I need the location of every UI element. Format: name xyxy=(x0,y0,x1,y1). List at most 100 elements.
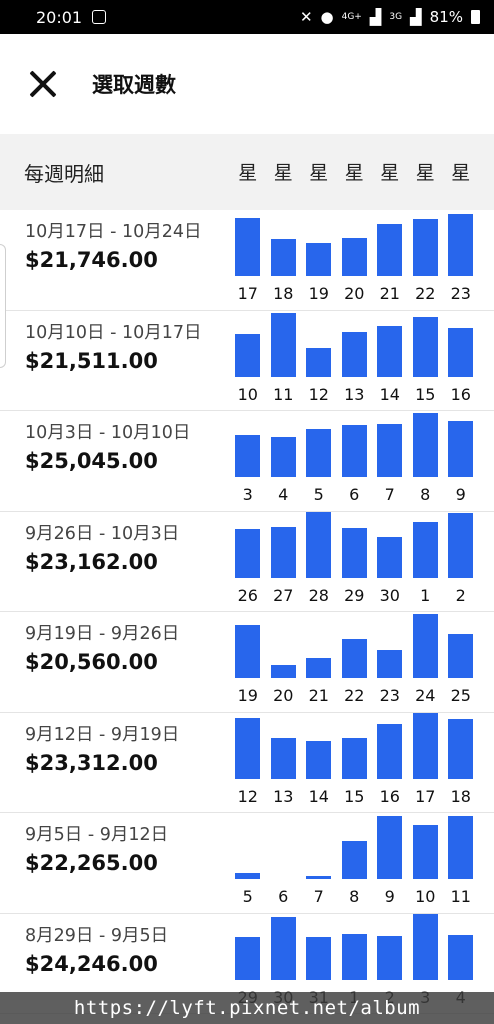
week-bar-chart xyxy=(230,913,479,984)
day-header: 星 xyxy=(415,162,435,184)
week-bar-chart xyxy=(230,813,479,883)
chart-bar xyxy=(377,223,402,276)
side-scroll-handle[interactable] xyxy=(0,244,6,368)
chart-bar xyxy=(448,815,473,879)
day-label: 16 xyxy=(450,384,471,404)
chart-bar xyxy=(306,875,331,879)
weekly-title: 每週明細 xyxy=(24,162,104,186)
day-label: 19 xyxy=(237,686,258,705)
week-row[interactable]: 9月5日 - 9月12日 $22,265.00 5 6 7 8 9 10 11 xyxy=(0,813,494,914)
week-range: 10月10日 - 10月17日 xyxy=(25,322,202,343)
week-amount: $21,746.00 xyxy=(25,248,158,272)
week-row[interactable]: 9月26日 - 10月3日 $23,162.00 26 27 28 29 30 1 2 xyxy=(0,512,494,612)
chart-bar xyxy=(306,657,331,678)
chart-bar xyxy=(306,512,331,578)
week-bar-chart xyxy=(230,210,479,280)
network-type: 4G+ xyxy=(341,12,362,22)
week-bar-chart xyxy=(230,311,479,381)
chart-bar xyxy=(448,512,473,578)
day-label: 20 xyxy=(344,284,365,303)
day-label: 28 xyxy=(308,585,329,605)
watermark: https://lyft.pixnet.net/album xyxy=(0,992,494,1024)
day-label: 19 xyxy=(308,284,329,303)
week-range: 9月12日 - 9月19日 xyxy=(25,724,180,745)
day-labels: 3 4 5 6 7 8 9 xyxy=(230,485,479,504)
chart-bar xyxy=(341,933,367,980)
chart-bar xyxy=(377,724,402,779)
chart-bar xyxy=(341,639,367,678)
day-label: 6 xyxy=(278,887,289,906)
day-label: 23 xyxy=(450,284,471,303)
week-row[interactable]: 8月29日 - 9月5日$24,246.002930311234 xyxy=(0,913,494,1014)
day-label: 7 xyxy=(384,485,395,504)
chart-bar xyxy=(448,213,473,276)
chart-bar xyxy=(270,738,296,779)
day-header: 星 xyxy=(380,162,400,184)
week-range: 9月26日 - 10月3日 xyxy=(25,523,180,544)
chart-bar xyxy=(412,913,438,980)
week-list: 10月17日 - 10月24日 $21,746.00 17 18 19 20 21 22 23 1… xyxy=(0,210,494,1014)
day-label: 13 xyxy=(273,786,294,806)
day-label: 22 xyxy=(415,284,436,303)
close-icon[interactable] xyxy=(28,69,58,99)
day-header: 星 xyxy=(451,162,471,184)
week-bar-chart xyxy=(230,411,479,481)
chart-bar xyxy=(235,873,260,879)
day-label: 11 xyxy=(450,887,471,906)
day-label: 29 xyxy=(344,585,365,605)
chart-bar xyxy=(412,824,438,879)
chart-bar xyxy=(270,527,296,578)
day-label: 7 xyxy=(313,887,324,906)
day-label: 27 xyxy=(273,585,294,605)
week-bar-chart xyxy=(230,712,479,783)
day-label: 15 xyxy=(415,384,436,404)
chart-bar xyxy=(448,719,473,779)
day-label: 26 xyxy=(237,585,258,605)
week-bar-chart xyxy=(230,512,479,582)
day-labels: 10 11 12 13 14 15 16 xyxy=(230,385,479,404)
day-header: 星 xyxy=(273,162,293,184)
day-labels: 26 27 28 29 30 1 2 xyxy=(230,586,479,605)
day-label: 2 xyxy=(455,585,466,605)
day-label: 12 xyxy=(237,786,258,806)
week-row[interactable]: 9月12日 - 9月19日 $23,312.00 12 13 14 15 16 17 18 xyxy=(0,712,494,813)
chart-bar xyxy=(377,649,402,678)
chart-bar xyxy=(377,537,402,578)
chart-bar xyxy=(270,437,296,477)
chart-bar xyxy=(341,528,367,578)
day-labels: 17 18 19 20 21 22 23 xyxy=(230,284,479,303)
chart-bar xyxy=(306,936,331,980)
week-amount: $25,045.00 xyxy=(25,449,158,473)
chart-bar xyxy=(270,313,296,377)
chart-bar xyxy=(412,219,438,276)
chart-bar xyxy=(448,328,473,377)
day-label: 3 xyxy=(242,485,253,504)
chart-bar xyxy=(341,237,367,276)
signal-icon-2: ▟ xyxy=(410,8,422,26)
page-title: 選取週數 xyxy=(92,73,176,97)
chart-bar xyxy=(306,243,331,276)
day-header: 星 xyxy=(344,162,364,184)
day-label: 20 xyxy=(273,686,294,705)
chart-bar xyxy=(235,435,260,477)
day-label: 16 xyxy=(379,786,400,806)
status-bar: 20:01 ✕ ● 4G+ ▟ 3G ▟ 81% xyxy=(0,0,494,34)
day-label: 11 xyxy=(273,384,294,404)
day-label: 12 xyxy=(308,384,329,404)
day-labels: 19 20 21 22 23 24 25 xyxy=(230,686,479,705)
week-range: 9月19日 - 9月26日 xyxy=(25,624,180,644)
day-labels: 5 6 7 8 9 10 11 xyxy=(230,887,479,906)
day-label: 5 xyxy=(242,887,253,906)
day-label: 17 xyxy=(237,284,258,303)
status-time: 20:01 xyxy=(36,7,83,27)
week-row[interactable]: 10月10日 - 10月17日 $21,511.00 10 11 12 13 14 15 16 xyxy=(0,311,494,411)
chart-bar xyxy=(448,934,473,980)
week-row[interactable]: 9月19日 - 9月26日 $20,560.00 19 20 21 22 23 24 25 xyxy=(0,612,494,713)
week-bar-chart xyxy=(230,612,479,682)
day-labels: 12 13 14 15 16 17 18 xyxy=(230,787,479,806)
chart-bar xyxy=(235,624,260,678)
chart-bar xyxy=(306,429,331,477)
week-row[interactable]: 10月3日 - 10月10日 $25,045.00 3 4 5 6 7 8 9 xyxy=(0,411,494,512)
week-row[interactable]: 10月17日 - 10月24日 $21,746.00 17 18 19 20 21 22 23 xyxy=(0,210,494,311)
day-label: 10 xyxy=(237,384,258,404)
